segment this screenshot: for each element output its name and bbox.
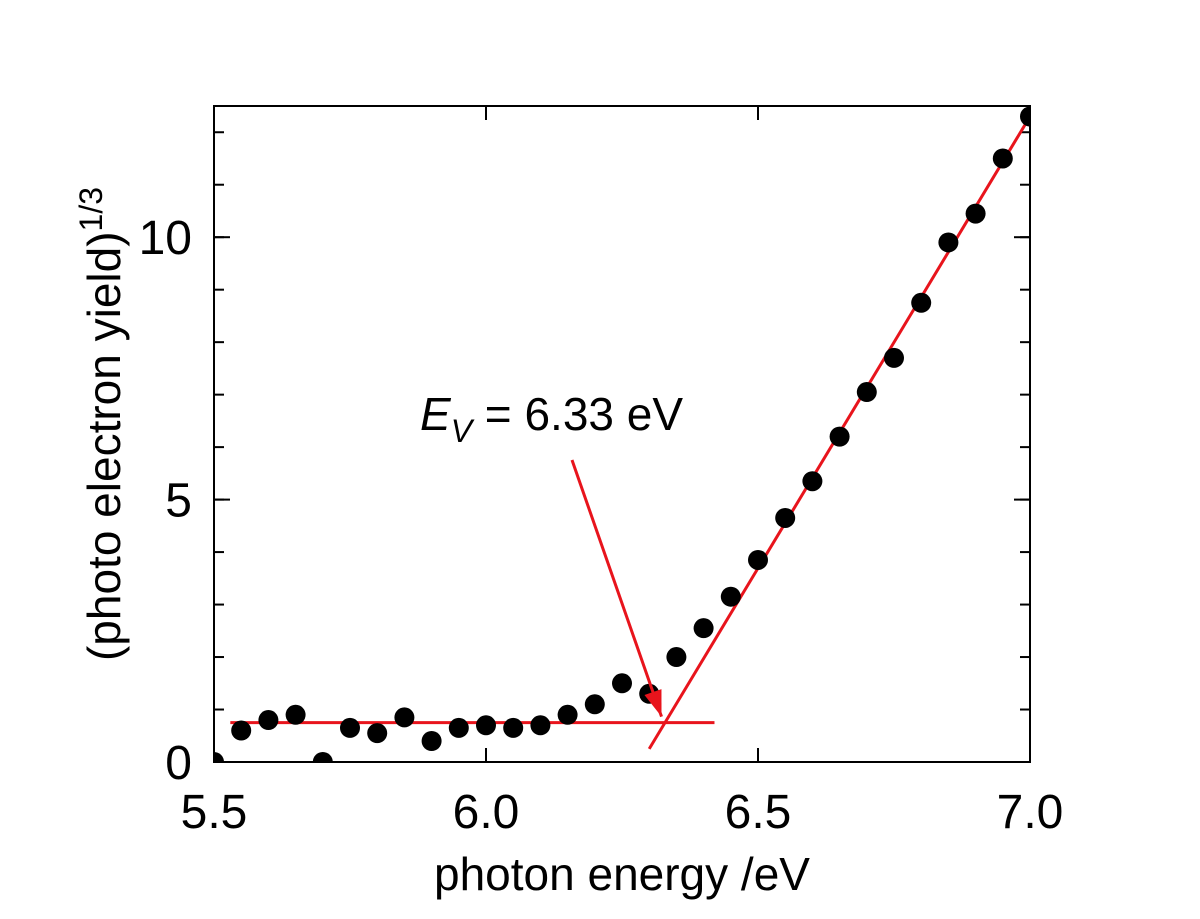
data-point xyxy=(693,618,714,639)
y-axis-title-superscript: 1/3 xyxy=(73,187,109,231)
data-point xyxy=(584,694,605,715)
annotation-arrow-head xyxy=(644,689,662,717)
plot-frame xyxy=(213,105,1031,763)
data-point xyxy=(530,715,551,736)
data-point xyxy=(829,426,850,447)
data-point xyxy=(911,292,932,313)
data-point xyxy=(394,707,415,728)
data-point xyxy=(285,704,306,725)
ticks: 5.5 6.0 6.5 7.0 0 5 10 xyxy=(139,106,1064,839)
axes xyxy=(213,105,1031,763)
y-tick-label: 0 xyxy=(165,737,192,790)
data-point xyxy=(775,507,796,528)
data-point xyxy=(802,471,823,492)
data-point xyxy=(340,717,360,738)
annotation-subscript: V xyxy=(451,413,475,449)
data-point xyxy=(612,673,632,694)
x-tick-label: 6.0 xyxy=(453,786,520,839)
data-points xyxy=(214,106,1030,762)
data-point xyxy=(367,723,388,744)
x-tick-label: 6.5 xyxy=(725,786,792,839)
data-point xyxy=(421,731,442,752)
data-point xyxy=(448,717,469,738)
data-point xyxy=(503,717,524,738)
data-point xyxy=(992,148,1013,169)
data-point xyxy=(720,586,741,607)
data-point xyxy=(965,203,986,224)
data-point xyxy=(938,232,959,253)
data-point xyxy=(856,382,877,403)
data-point xyxy=(476,715,496,736)
annotation-label: EV = 6.33 eV xyxy=(420,388,683,449)
annotation-symbol: E xyxy=(420,388,452,440)
data-point xyxy=(666,647,687,668)
data-point xyxy=(214,752,224,762)
data-point xyxy=(884,347,904,368)
data-point xyxy=(1020,106,1030,127)
data-point xyxy=(748,549,768,570)
y-tick-label: 5 xyxy=(165,475,192,528)
data-point xyxy=(557,704,578,725)
x-tick-label: 7.0 xyxy=(997,786,1064,839)
axis-labels: photon energy /eV (photo electron yield)1… xyxy=(73,187,810,900)
y-axis-title: (photo electron yield)1/3 xyxy=(73,187,130,661)
data-point xyxy=(258,710,279,731)
data-point xyxy=(312,752,333,762)
y-tick-label: 10 xyxy=(139,212,192,265)
annotation-arrow xyxy=(570,459,663,718)
data-point xyxy=(231,720,252,741)
x-tick-label: 5.5 xyxy=(181,786,248,839)
y-axis-title-main: (photo electron yield) xyxy=(78,231,130,661)
x-axis-title: photon energy /eV xyxy=(434,848,810,900)
annotation: EV = 6.33 eV xyxy=(420,388,683,718)
annotation-value: = 6.33 eV xyxy=(472,388,683,440)
